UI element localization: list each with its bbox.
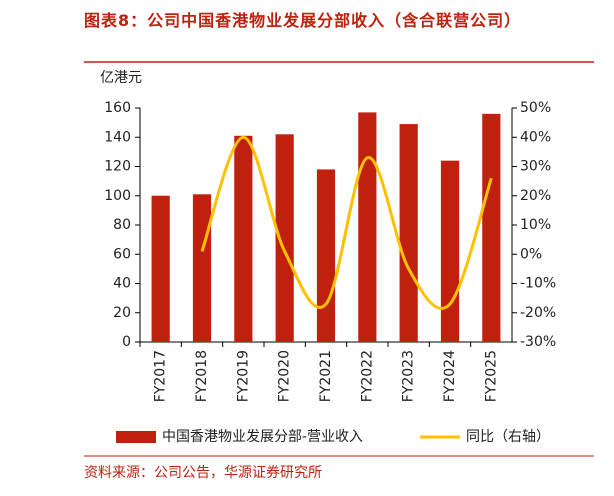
- y-axis-label: 亿港元: [100, 70, 142, 86]
- y-tick-label: 100: [104, 188, 131, 204]
- y2-tick-label: -20%: [520, 305, 556, 321]
- legend-swatch: [116, 431, 156, 443]
- x-tick-label: FY2021: [318, 350, 334, 402]
- bar: [399, 124, 418, 343]
- y2-tick-label: -10%: [520, 276, 556, 292]
- chart-title: 图表8：公司中国香港物业发展分部收入（含合联营公司）: [84, 11, 522, 30]
- bar: [316, 169, 336, 342]
- x-tick-label: FY2020: [277, 350, 293, 402]
- x-tick-label: FY2024: [442, 350, 458, 402]
- line: [200, 135, 493, 310]
- source: 资料来源：公司公告，华源证券研究所: [84, 465, 322, 481]
- y-tick-label: 140: [104, 129, 131, 145]
- bar: [482, 113, 501, 342]
- x-tick-label: FY2019: [235, 350, 251, 402]
- y-tick-label: 120: [104, 159, 131, 175]
- bar: [440, 160, 460, 342]
- y2-tick-label: 30%: [520, 159, 551, 175]
- x-tick-label: FY2022: [359, 350, 375, 402]
- y2-tick-label: 0%: [520, 246, 542, 262]
- legend-label: 中国香港物业发展分部-营业收入: [162, 429, 363, 445]
- y-tick-label: 20: [113, 305, 131, 321]
- y2-tick-label: 50%: [520, 100, 551, 116]
- y-tick-label: 160: [104, 100, 131, 116]
- bar: [151, 195, 170, 342]
- y2-tick-label: 20%: [520, 188, 551, 204]
- bar: [192, 194, 212, 342]
- y-tick-label: 40: [113, 276, 131, 292]
- y2-tick-label: 40%: [520, 129, 551, 145]
- y2-tick-label: -30%: [520, 334, 556, 350]
- bar: [234, 135, 253, 342]
- y-tick-label: 60: [113, 246, 131, 262]
- x-tick-label: FY2017: [153, 350, 169, 402]
- x-tick-label: FY2023: [401, 350, 417, 402]
- y-tick-label: 80: [113, 217, 131, 233]
- x-tick-label: FY2018: [194, 350, 210, 402]
- y-tick-label: 0: [122, 334, 131, 350]
- bar: [275, 134, 294, 342]
- y2-tick-label: 10%: [520, 217, 551, 233]
- legend-label: 同比（右轴）: [466, 429, 550, 445]
- x-tick-label: FY2025: [483, 350, 499, 402]
- bar: [358, 112, 377, 342]
